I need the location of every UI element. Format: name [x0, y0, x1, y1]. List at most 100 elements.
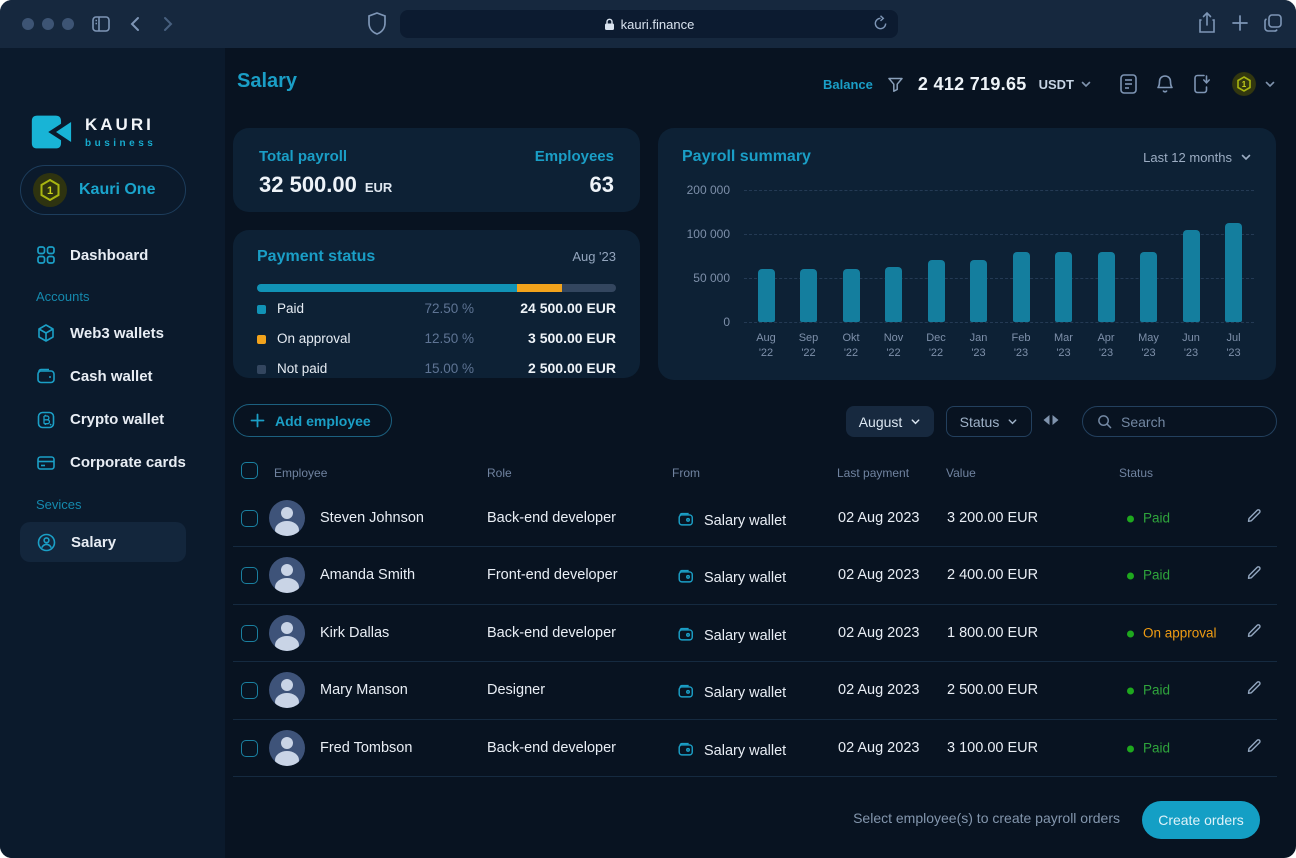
legend-amount: 3 500.00 EUR: [528, 330, 616, 346]
address-bar[interactable]: kauri.finance: [400, 10, 898, 38]
employee-avatar: [269, 499, 305, 536]
employee-from: Salary wallet: [676, 622, 786, 644]
employee-role: Back-end developer: [487, 509, 616, 526]
sidebar-item-cash-wallet[interactable]: Cash wallet: [20, 356, 206, 396]
y-axis-tick-label: 200 000: [686, 183, 730, 197]
window-zoom-button[interactable]: [62, 18, 74, 30]
employee-row-mary-manson[interactable]: Mary Manson Designer Salary wallet 02 Aug 2…: [233, 662, 1277, 720]
employee-row-kirk-dallas[interactable]: Kirk Dallas Back-end developer Salary wall…: [233, 605, 1277, 662]
account-name: Kauri One: [79, 181, 156, 198]
statements-icon[interactable]: [1118, 73, 1139, 95]
receive-to-device-icon[interactable]: [1191, 73, 1212, 95]
edit-pencil-icon[interactable]: [1246, 564, 1263, 586]
tabs-overview-icon[interactable]: [1262, 12, 1284, 34]
balance-filter-icon[interactable]: [887, 76, 904, 93]
status-badge: Paid: [1127, 510, 1170, 525]
legend-percent: 15.00 %: [424, 361, 474, 376]
y-axis-tick-label: 0: [723, 315, 730, 329]
month-filter-dropdown[interactable]: August: [846, 406, 934, 437]
back-button-icon[interactable]: [126, 14, 146, 34]
edit-pencil-icon[interactable]: [1246, 622, 1263, 644]
brand-name: KAURI: [85, 115, 154, 134]
employee-row-fred-tombson[interactable]: Fred Tombson Back-end developer Salary wal…: [233, 720, 1277, 777]
x-axis-tick-label: Nov '22: [883, 332, 904, 359]
sidebar-item-web3-wallets[interactable]: Web3 wallets: [20, 313, 206, 353]
edit-pencil-icon[interactable]: [1246, 737, 1263, 759]
new-tab-plus-icon[interactable]: [1230, 13, 1250, 33]
legend-row-not-paid: Not paid 15.00 % 2 500.00 EUR: [257, 360, 616, 382]
row-checkbox[interactable]: [241, 509, 258, 527]
edit-pencil-icon[interactable]: [1246, 507, 1263, 529]
status-filter-dropdown[interactable]: Status: [946, 406, 1032, 437]
sidebar-item-salary[interactable]: Salary: [20, 522, 186, 562]
plus-icon: [250, 413, 265, 428]
sidebar-toggle-icon[interactable]: [89, 12, 113, 36]
section-title-sevices: Sevices: [36, 497, 82, 512]
col-from: From: [672, 466, 700, 480]
brand-logo[interactable]: KAURI business: [30, 114, 156, 150]
brand-tagline: business: [85, 138, 157, 149]
employee-name: Amanda Smith: [320, 567, 416, 584]
search-box[interactable]: [1082, 406, 1277, 437]
employee-role: Designer: [487, 682, 546, 699]
y-axis-tick-label: 50 000: [693, 271, 730, 285]
sidebar-item-label: Salary: [71, 533, 117, 551]
sidebar-item-label: Corporate cards: [70, 454, 186, 472]
expand-columns-icon[interactable]: [1042, 413, 1060, 432]
select-all-checkbox[interactable]: [241, 462, 258, 479]
add-employee-button[interactable]: Add employee: [233, 404, 392, 437]
employee-name: Fred Tombson: [320, 739, 413, 756]
chart-gridline: [744, 278, 1254, 279]
status-filter-label: Status: [959, 413, 1000, 430]
payment-status-title: Payment status: [257, 248, 376, 265]
create-orders-button[interactable]: Create orders: [1142, 801, 1260, 839]
dashboard-grid-icon: [36, 245, 56, 265]
x-axis-tick-label: Aug '22: [756, 332, 776, 359]
wallet-icon: [36, 366, 56, 386]
sidebar-item-dashboard[interactable]: Dashboard: [20, 235, 206, 275]
page-title: Salary: [237, 70, 298, 92]
last-payment-date: 02 Aug 2023: [838, 567, 920, 584]
balance-currency[interactable]: USDT: [1038, 76, 1074, 92]
url-text: kauri.finance: [620, 16, 695, 32]
wallet-icon: [676, 627, 695, 647]
sidebar-item-crypto-wallet[interactable]: Crypto wallet: [20, 400, 206, 440]
chart-range-label: Last 12 months: [1143, 149, 1232, 165]
account-switcher[interactable]: 1 Kauri One: [20, 165, 186, 215]
legend-percent: 72.50 %: [424, 301, 474, 316]
share-icon[interactable]: [1197, 11, 1217, 36]
privacy-shield-icon[interactable]: [366, 11, 388, 37]
chart-range-select[interactable]: Last 12 months: [1143, 150, 1252, 165]
bitcoin-wallet-icon: [36, 410, 56, 430]
footer-hint: Select employee(s) to create payroll ord…: [853, 810, 1120, 826]
profile-chevron-down-icon[interactable]: [1264, 78, 1276, 90]
sidebar-item-corporate-cards[interactable]: Corporate cards: [20, 443, 206, 483]
employee-row-steven-johnson[interactable]: Steven Johnson Back-end developer Salary w…: [233, 490, 1277, 547]
legend-label: Not paid: [277, 361, 328, 376]
window-minimize-button[interactable]: [42, 18, 54, 30]
chart-bar-apr: [1097, 251, 1115, 322]
row-checkbox[interactable]: [241, 567, 258, 584]
currency-chevron-down-icon[interactable]: [1080, 78, 1092, 90]
search-input[interactable]: [1121, 413, 1261, 430]
employee-from: Salary wallet: [676, 737, 786, 759]
user-avatar-badge[interactable]: 1: [1232, 72, 1256, 96]
row-checkbox[interactable]: [241, 682, 258, 699]
notifications-bell-icon[interactable]: [1155, 73, 1175, 95]
payment-value: 3 200.00 EUR: [947, 509, 1039, 526]
employee-row-amanda-smith[interactable]: Amanda Smith Front-end developer Salary wa…: [233, 547, 1277, 605]
employee-from: Salary wallet: [676, 564, 786, 586]
edit-pencil-icon[interactable]: [1246, 679, 1263, 701]
forward-button-icon[interactable]: [157, 14, 177, 34]
row-checkbox[interactable]: [241, 624, 258, 642]
employee-role: Front-end developer: [487, 567, 618, 584]
col-status: Status: [1119, 466, 1154, 480]
payment-value: 1 800.00 EUR: [947, 624, 1039, 641]
employee-from: Salary wallet: [676, 507, 786, 529]
reload-icon[interactable]: [873, 15, 888, 32]
payment-value: 2 400.00 EUR: [947, 567, 1039, 584]
row-checkbox[interactable]: [241, 739, 258, 757]
window-close-button[interactable]: [22, 18, 34, 30]
add-employee-label: Add employee: [275, 412, 371, 429]
chart-gridline: [744, 190, 1254, 191]
